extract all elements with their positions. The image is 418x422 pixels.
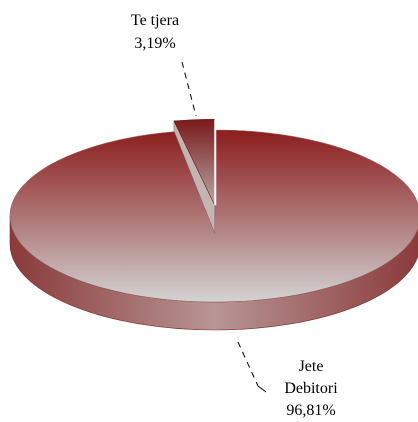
slice-top-te-tjera (173, 118, 216, 206)
slice-label-jete-debitori-line1: Jete (299, 358, 324, 375)
slice-value-te-tjera: 3,19% (134, 35, 175, 52)
slice-label-te-tjera: Te tjera (131, 12, 179, 29)
slice-value-jete-debitori-text: 96,81% (286, 402, 335, 419)
slice-value-te-tjera-text: 3,19% (134, 35, 175, 52)
slices-layer (9, 118, 418, 331)
slice-label-jete-debitori-line2: Debitori (284, 380, 338, 397)
labels-layer: Te tjera 3,19% Jete Debitori 96,81% (131, 12, 338, 419)
leader-line-jete-debitori-dashed (237, 341, 259, 387)
leader-line-jete-debitori-solid (257, 385, 267, 393)
slice-value-jete-debitori: 96,81% (286, 402, 335, 419)
slice-label-jete-debitori-line1-text: Jete (299, 358, 324, 375)
slice-label-te-tjera-name: Te tjera (131, 12, 179, 29)
slice-label-jete-debitori-line2-text: Debitori (284, 380, 338, 397)
leader-line-te-tjera (181, 61, 197, 117)
